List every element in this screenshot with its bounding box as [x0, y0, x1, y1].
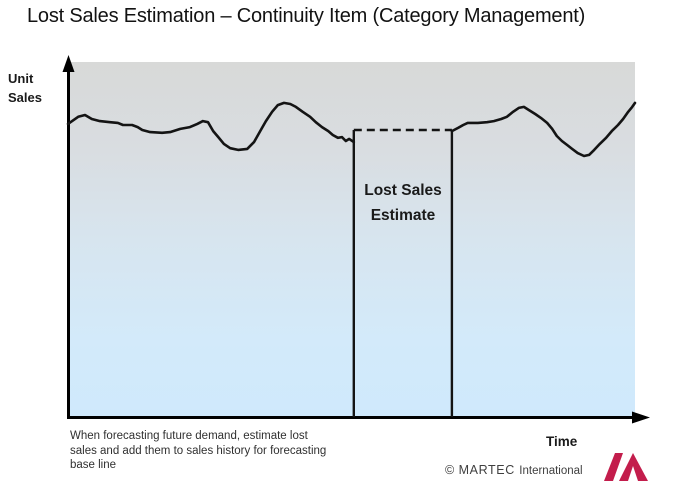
footnote-text: When forecasting future demand, estimate… — [70, 430, 327, 471]
martec-logo-icon — [604, 453, 648, 481]
sales-curve-before-gap — [66, 101, 356, 152]
plot-area-background — [70, 62, 635, 418]
copyright-suffix: International — [519, 465, 583, 477]
martec-logo-peak-notch — [628, 466, 638, 481]
copyright-symbol: © — [445, 463, 455, 477]
copyright-company: MARTEC — [458, 463, 515, 477]
y-axis-arrow-icon — [62, 55, 75, 72]
copyright-line: © MARTEC International — [445, 461, 583, 479]
y-axis-label: Unit Sales — [8, 71, 42, 105]
x-axis-arrow-icon — [632, 411, 650, 424]
martec-logo-slash — [604, 453, 623, 481]
martec-logo-peak — [619, 453, 648, 481]
lost-sales-estimate-label: Lost Sales Estimate — [364, 182, 442, 224]
x-axis-label: Time — [546, 434, 578, 449]
sales-curve-after-gap — [450, 101, 637, 158]
page-title: Lost Sales Estimation – Continuity Item … — [27, 5, 586, 27]
